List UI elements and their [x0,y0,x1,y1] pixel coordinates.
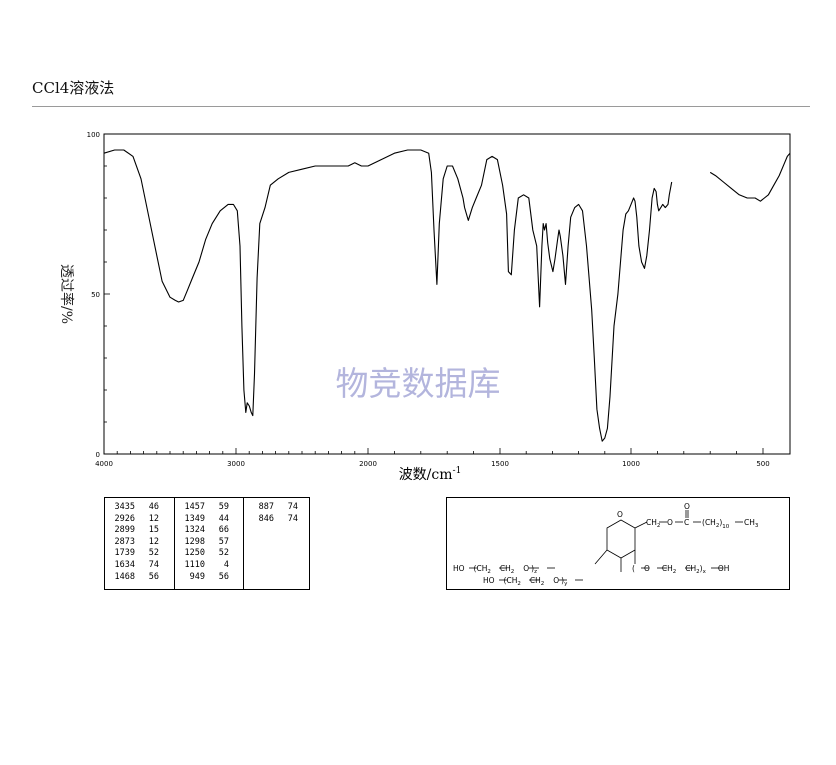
peak-table-row: 2873 12 [107,537,159,547]
ester-oxygen: O [667,518,673,527]
peak-wavenumber: 846 [246,514,274,524]
x-tick-label: 500 [756,460,769,468]
peak-transmittance: 44 [213,514,229,524]
right-group: (O CH2 CH2)x OH [632,564,729,575]
peak-wavenumber: 1324 [177,525,205,535]
peak-wavenumber: 2926 [107,514,135,524]
peak-wavenumber: 2899 [107,525,135,535]
peak-transmittance: 74 [282,502,298,512]
peak-table-column: 3435 46 2926 12 2899 15 2873 12 1739 52 1634 74 1468… [105,498,174,589]
peak-transmittance: 56 [213,572,229,582]
peak-transmittance: 46 [143,502,159,512]
ester-carbon: C [684,518,689,527]
peak-transmittance: 12 [143,537,159,547]
peak-transmittance: 12 [143,514,159,524]
peak-table-row: 1298 57 [177,537,229,547]
peak-table-row: 2926 12 [107,514,159,524]
carbonyl-oxygen: O [684,502,690,511]
y-tick-label: 0 [96,451,100,459]
axis-ticks: 4000 3000 2000 1500 1000 500 0 50 100 [87,131,770,468]
structure-drawing: O CH2 O O C (CH2)10 CH3 (O CH2 CH2)x OH HO(… [447,498,789,589]
peak-table: 3435 46 2926 12 2899 15 2873 12 1739 52 1634 74 1468… [104,497,310,590]
peak-transmittance: 4 [213,560,229,570]
peak-table-row: 1349 44 [177,514,229,524]
peak-table-column: 1457 59 1349 44 1324 66 1298 57 1250 52 1110 4 949 56 [174,498,244,589]
peak-wavenumber: 1110 [177,560,205,570]
peak-table-row: 1250 52 [177,548,229,558]
peak-table-column: 887 74 846 74 [243,498,312,589]
x-axis-label-sup: -1 [453,466,462,476]
x-tick-label: 3000 [227,460,245,468]
peak-wavenumber: 3435 [107,502,135,512]
peak-transmittance: 57 [213,537,229,547]
peak-wavenumber: 1250 [177,548,205,558]
peak-wavenumber: 1739 [107,548,135,558]
chain-ch2: (CH2)10 [702,518,730,530]
peak-table-row: 887 74 [246,502,298,512]
peak-wavenumber: 1468 [107,572,135,582]
peak-transmittance: 52 [213,548,229,558]
x-axis-label: 波数/cm-1 [399,466,462,483]
ir-spectrum-chart: 4000 3000 2000 1500 1000 500 0 50 100 物竞数据库 波数/c… [0,0,836,495]
peak-table-row: 3435 46 [107,502,159,512]
peak-table-row: 1457 59 [177,502,229,512]
y-tick-label: 50 [91,291,100,299]
peak-transmittance: 66 [213,525,229,535]
peak-transmittance: 74 [282,514,298,524]
peak-table-row: 1468 56 [107,572,159,582]
peak-table-row: 1739 52 [107,548,159,558]
x-tick-label: 1500 [491,460,509,468]
plot-frame [104,134,790,454]
peak-wavenumber: 887 [246,502,274,512]
x-tick-label: 2000 [359,460,377,468]
ring-oxygen: O [617,510,623,519]
y-axis-label-text: 透过率/% [58,264,75,324]
peak-transmittance: 74 [143,560,159,570]
peak-wavenumber: 1298 [177,537,205,547]
x-tick-label: 4000 [95,460,113,468]
peak-transmittance: 56 [143,572,159,582]
left-group-2: HO (CH2 CH2 O)y [483,576,568,587]
peak-table-row: 1324 66 [177,525,229,535]
peak-transmittance: 59 [213,502,229,512]
peak-wavenumber: 949 [177,572,205,582]
peak-table-row: 1634 74 [107,560,159,570]
y-tick-label: 100 [87,131,100,139]
peak-transmittance: 52 [143,548,159,558]
peak-wavenumber: 1457 [177,502,205,512]
left-group-1: HO (CH2 CH2 O)z [453,564,537,575]
peak-wavenumber: 2873 [107,537,135,547]
ring-bond [607,520,635,558]
y-axis-label: 透过率/% [58,264,75,324]
peak-table-row: 949 56 [177,572,229,582]
peak-wavenumber: 1349 [177,514,205,524]
structure-diagram: O CH2 O O C (CH2)10 CH3 (O CH2 CH2)x OH HO(… [446,497,790,590]
peak-wavenumber: 1634 [107,560,135,570]
x-axis-label-text: 波数/cm [399,467,453,483]
top-ch2: CH2 [646,518,660,529]
peak-transmittance: 15 [143,525,159,535]
peak-table-row: 846 74 [246,514,298,524]
x-tick-label: 1000 [622,460,640,468]
spectrum-line-segment-2 [710,153,790,201]
methyl-group: CH3 [744,518,759,529]
watermark-text: 物竞数据库 [336,364,501,403]
peak-table-row: 1110 4 [177,560,229,570]
peak-table-row: 2899 15 [107,525,159,535]
bond-ring-left [595,550,607,564]
